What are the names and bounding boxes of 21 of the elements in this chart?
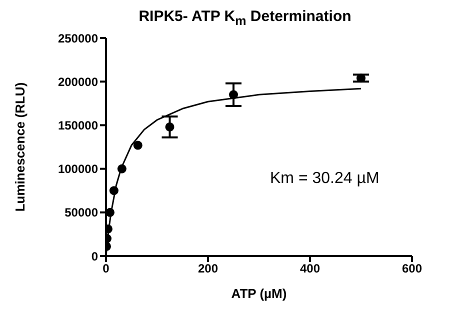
x-tick-label: 600 <box>402 262 422 276</box>
point <box>165 122 174 132</box>
y-tick-label: 150000 <box>58 118 98 132</box>
y-tick-label: 100000 <box>58 162 98 176</box>
y-tick-label: 50000 <box>64 206 98 220</box>
point <box>356 74 366 83</box>
point <box>228 90 238 100</box>
x-tick-label: 200 <box>198 262 218 276</box>
y-axis-title: Luminescence (RLU) <box>12 82 28 212</box>
x-tick-label: 0 <box>102 262 110 276</box>
point <box>109 186 118 196</box>
y-tick-label: 0 <box>91 249 98 264</box>
y-tick-label: 250000 <box>58 31 98 46</box>
x-axis-title: ATP (µM) <box>231 286 287 301</box>
y-tick-label: 200000 <box>58 74 98 89</box>
point <box>133 140 142 150</box>
x-tick-label: 400 <box>300 262 320 276</box>
annotation: Km = 30.24 µM <box>270 170 380 188</box>
point <box>117 164 126 174</box>
point <box>106 208 114 217</box>
chart-title: RIPK5- ATP K$_{m}$ Determination <box>138 8 352 30</box>
